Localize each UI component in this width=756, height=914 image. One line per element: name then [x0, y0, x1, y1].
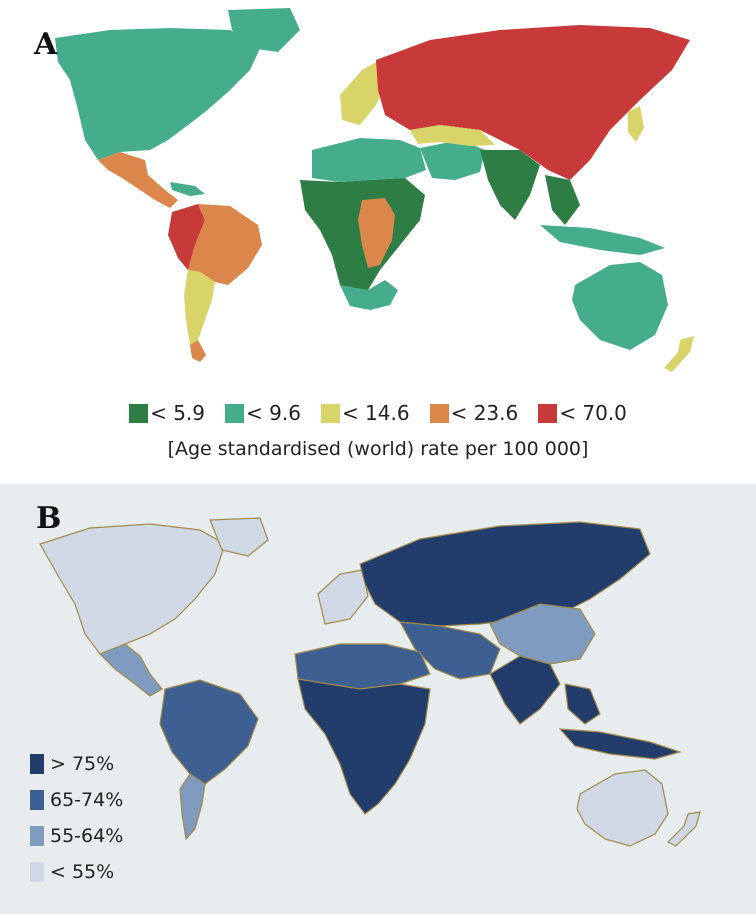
legend-a-item: < 9.6 [225, 401, 301, 425]
region-south-asia-b [489, 655, 561, 725]
region-indonesia [540, 225, 665, 255]
region-south-america-b [159, 679, 259, 785]
region-australia-b [576, 769, 669, 847]
region-russia-b [359, 521, 651, 627]
legend-b-item: 55-64% [30, 818, 123, 854]
region-subsaharan-africa-b [297, 678, 431, 815]
legend-b-label: < 55% [50, 861, 115, 883]
region-south-asia [480, 150, 540, 220]
region-caribbean [170, 182, 205, 196]
region-southern-cone [184, 270, 215, 345]
region-north-america [55, 28, 262, 160]
legend-a-label: < 5.9 [150, 401, 206, 425]
region-japan [628, 106, 644, 142]
legend-b-label: > 75% [50, 753, 115, 775]
legend-a-item: < 5.9 [129, 401, 205, 425]
legend-b-label: 65-74% [50, 789, 124, 811]
world-map-b [39, 517, 701, 847]
region-western-europe [340, 60, 386, 125]
legend-a-label: < 9.6 [246, 401, 301, 425]
region-southeast-asia [545, 175, 580, 225]
region-western-europe-b [317, 569, 369, 625]
map-panel-b: B > 75% 65-74% 55-64% < 55% [0, 484, 756, 914]
legend-a-swatch [429, 403, 449, 423]
legend-b: > 75% 65-74% 55-64% < 55% [30, 746, 123, 890]
legend-b-swatch [30, 754, 44, 774]
region-southeast-asia-b [564, 683, 601, 725]
region-new-zealand [664, 336, 694, 372]
legend-a-item: < 70.0 [538, 401, 627, 425]
region-brazil [188, 204, 262, 285]
legend-b-item: < 55% [30, 854, 123, 890]
region-australia [572, 262, 668, 350]
legend-a-item: < 14.6 [320, 401, 410, 425]
legend-a-label: < 23.6 [450, 401, 519, 425]
region-north-africa [312, 138, 426, 182]
legend-b-swatch [30, 790, 44, 810]
region-central-africa [358, 198, 395, 268]
region-central-america [98, 152, 178, 208]
legend-a-swatch [225, 403, 245, 423]
region-indonesia-b [558, 728, 683, 760]
legend-a: < 5.9 < 9.6 < 14.6 < 23.6 < 70.0 [0, 401, 756, 425]
region-greenland-b [209, 517, 269, 557]
legend-b-item: 65-74% [30, 782, 123, 818]
region-north-america-b [39, 523, 226, 655]
legend-b-swatch [30, 826, 44, 846]
legend-a-caption: [Age standardised (world) rate per 100 0… [167, 438, 589, 460]
legend-a-swatch [538, 403, 558, 423]
region-southern-cone-b [179, 773, 206, 841]
region-china-b [489, 603, 596, 665]
region-middle-east [420, 140, 485, 180]
region-andes [168, 204, 205, 270]
legend-a-swatch [129, 403, 149, 423]
world-map-a [55, 8, 694, 372]
region-new-zealand-b [666, 811, 701, 847]
region-russia-china [376, 25, 690, 180]
region-greenland [228, 8, 300, 52]
panel-label-a: A [34, 27, 58, 62]
legend-a-swatch [320, 403, 340, 423]
region-central-america-b [98, 643, 163, 697]
region-patagonia [190, 340, 206, 362]
region-southern-africa [340, 280, 398, 310]
legend-b-label: 55-64% [50, 825, 124, 847]
region-central-asia [410, 125, 495, 146]
legend-a-label: < 14.6 [341, 401, 410, 425]
legend-b-item: > 75% [30, 746, 123, 782]
legend-a-label: < 70.0 [559, 401, 627, 425]
panel-label-b: B [36, 501, 62, 536]
legend-b-swatch [30, 862, 44, 882]
legend-a-item: < 23.6 [429, 401, 519, 425]
map-panel-a: A < 5.9 < 9.6 < 14.6 < 23.6 < 70.0 [Age … [0, 8, 756, 460]
